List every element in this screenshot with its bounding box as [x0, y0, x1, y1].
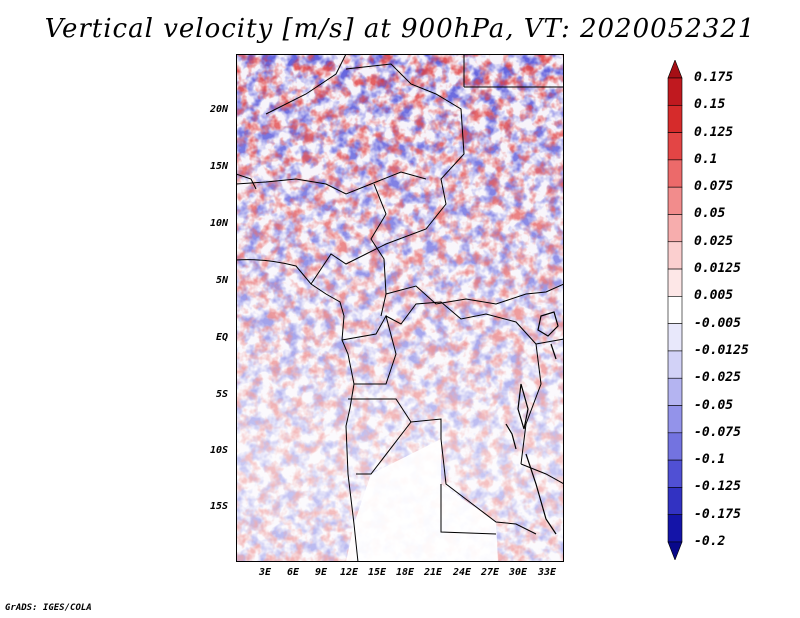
vertical-velocity-map — [236, 54, 564, 562]
colorbar-segment — [667, 405, 683, 434]
lat-tick-label: EQ — [215, 332, 228, 343]
colorbar-segment — [667, 77, 683, 106]
colorbar-label: 0.15 — [694, 97, 726, 113]
colorbar-label: -0.05 — [694, 397, 734, 413]
colorbar-label: -0.175 — [694, 506, 741, 522]
lat-tick-label: 10N — [209, 218, 228, 229]
lat-tick-label: 5S — [215, 389, 228, 400]
lat-tick-label: 15N — [209, 161, 228, 172]
colorbar-segment — [667, 487, 683, 516]
colorbar-bottom-arrow — [667, 541, 683, 560]
colorbar — [667, 60, 683, 560]
lon-tick-label: 12E — [339, 567, 359, 578]
lon-tick-label: 24E — [452, 567, 472, 578]
colorbar-segment — [667, 323, 683, 352]
map-frame — [236, 54, 564, 562]
lon-tick-label: 33E — [537, 567, 557, 578]
colorbar-label: 0.1 — [694, 151, 718, 167]
colorbar-segment — [667, 459, 683, 488]
lon-tick-label: 27E — [480, 567, 500, 578]
colorbar-label: -0.025 — [694, 370, 741, 386]
blank-region — [346, 439, 498, 562]
colorbar-label: 0.175 — [694, 70, 734, 85]
lon-tick-label: 3E — [258, 567, 272, 578]
lat-tick-label: 10S — [209, 445, 228, 456]
colorbar-label: -0.005 — [694, 315, 741, 331]
colorbar-segment — [667, 350, 683, 379]
colorbar-segment — [667, 514, 683, 543]
colorbar-label: -0.0125 — [694, 342, 749, 358]
lakes — [505, 311, 559, 535]
colorbar-label: -0.075 — [694, 424, 741, 440]
chart-title: Vertical velocity [m/s] at 900hPa, VT: 2… — [44, 14, 756, 44]
colorbar-label: -0.2 — [694, 534, 726, 549]
lon-tick-label: 9E — [314, 567, 328, 578]
colorbar-segment — [667, 214, 683, 243]
colorbar-segment — [667, 104, 683, 133]
colorbar-label: 0.05 — [694, 206, 726, 222]
colorbar-segment — [667, 268, 683, 297]
lon-tick-label: 18E — [395, 567, 415, 578]
lon-tick-label: 30E — [508, 567, 528, 578]
lat-tick-label: 5N — [215, 275, 228, 286]
colorbar-segment — [667, 132, 683, 161]
colorbar-segment — [667, 296, 683, 324]
lat-tick-label: 15S — [209, 501, 228, 512]
grads-credit: GrADS: IGES/COLA — [5, 603, 92, 613]
colorbar-label: -0.125 — [694, 479, 741, 495]
colorbar-label: -0.1 — [694, 452, 726, 468]
colorbar-label: 0.075 — [694, 179, 734, 195]
lon-tick-label: 15E — [367, 567, 387, 578]
colorbar-segment — [667, 186, 683, 215]
country-borders — [236, 54, 564, 562]
colorbar-label: 0.025 — [694, 233, 734, 249]
colorbar-label: 0.0125 — [694, 261, 741, 277]
lon-tick-label: 21E — [423, 567, 443, 578]
colorbar-segment — [667, 241, 683, 270]
colorbar-segment — [667, 159, 683, 188]
lat-tick-label: 20N — [209, 104, 228, 115]
colorbar-segment — [667, 432, 683, 461]
lon-tick-label: 6E — [286, 567, 300, 578]
colorbar-label: 0.005 — [694, 288, 734, 304]
colorbar-top-arrow — [667, 60, 683, 79]
colorbar-segment — [667, 377, 683, 406]
colorbar-label: 0.125 — [694, 124, 734, 140]
